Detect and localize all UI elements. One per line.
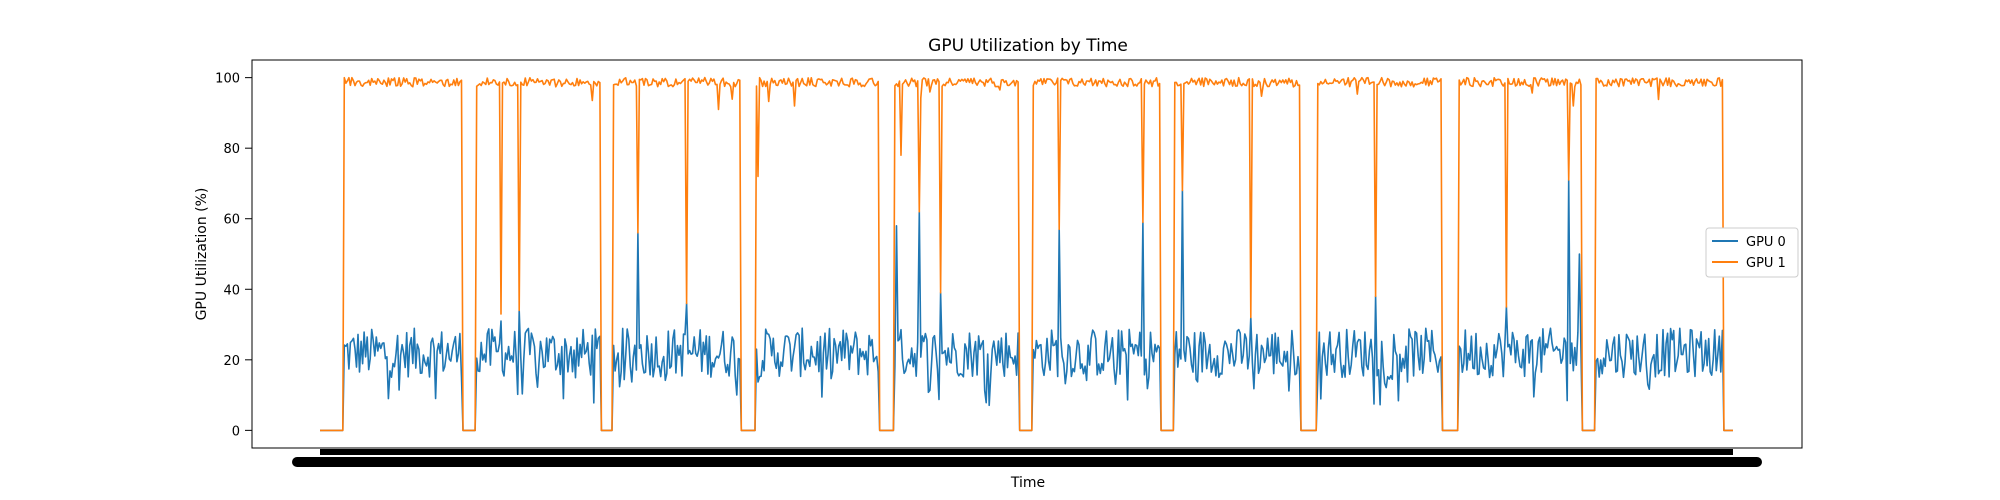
series-lines bbox=[320, 76, 1733, 432]
chart-title: GPU Utilization by Time bbox=[928, 36, 1128, 56]
y-tick-label-80: 80 bbox=[223, 142, 240, 157]
x-tick-marks bbox=[320, 449, 1733, 455]
x-tick-labels-overlapping bbox=[292, 457, 1762, 467]
y-tick-label-100: 100 bbox=[215, 72, 240, 87]
legend-label-gpu1: GPU 1 bbox=[1746, 256, 1786, 271]
y-tick-label-20: 20 bbox=[223, 354, 240, 369]
legend-label-gpu0: GPU 0 bbox=[1746, 235, 1786, 250]
axes-frame bbox=[251, 59, 1803, 449]
plot-area: 0 20 40 60 80 100 bbox=[215, 59, 1803, 467]
y-axis: 0 20 40 60 80 100 bbox=[215, 72, 252, 439]
y-tick-label-40: 40 bbox=[223, 283, 240, 298]
y-tick-label-0: 0 bbox=[232, 424, 240, 439]
series-line-gpu1 bbox=[320, 76, 1733, 432]
y-tick-label-60: 60 bbox=[223, 213, 240, 228]
x-axis bbox=[292, 449, 1762, 467]
y-axis-label: GPU Utilization (%) bbox=[194, 188, 210, 321]
legend: GPU 0 GPU 1 bbox=[1705, 227, 1799, 278]
x-axis-label: Time bbox=[1010, 475, 1045, 491]
